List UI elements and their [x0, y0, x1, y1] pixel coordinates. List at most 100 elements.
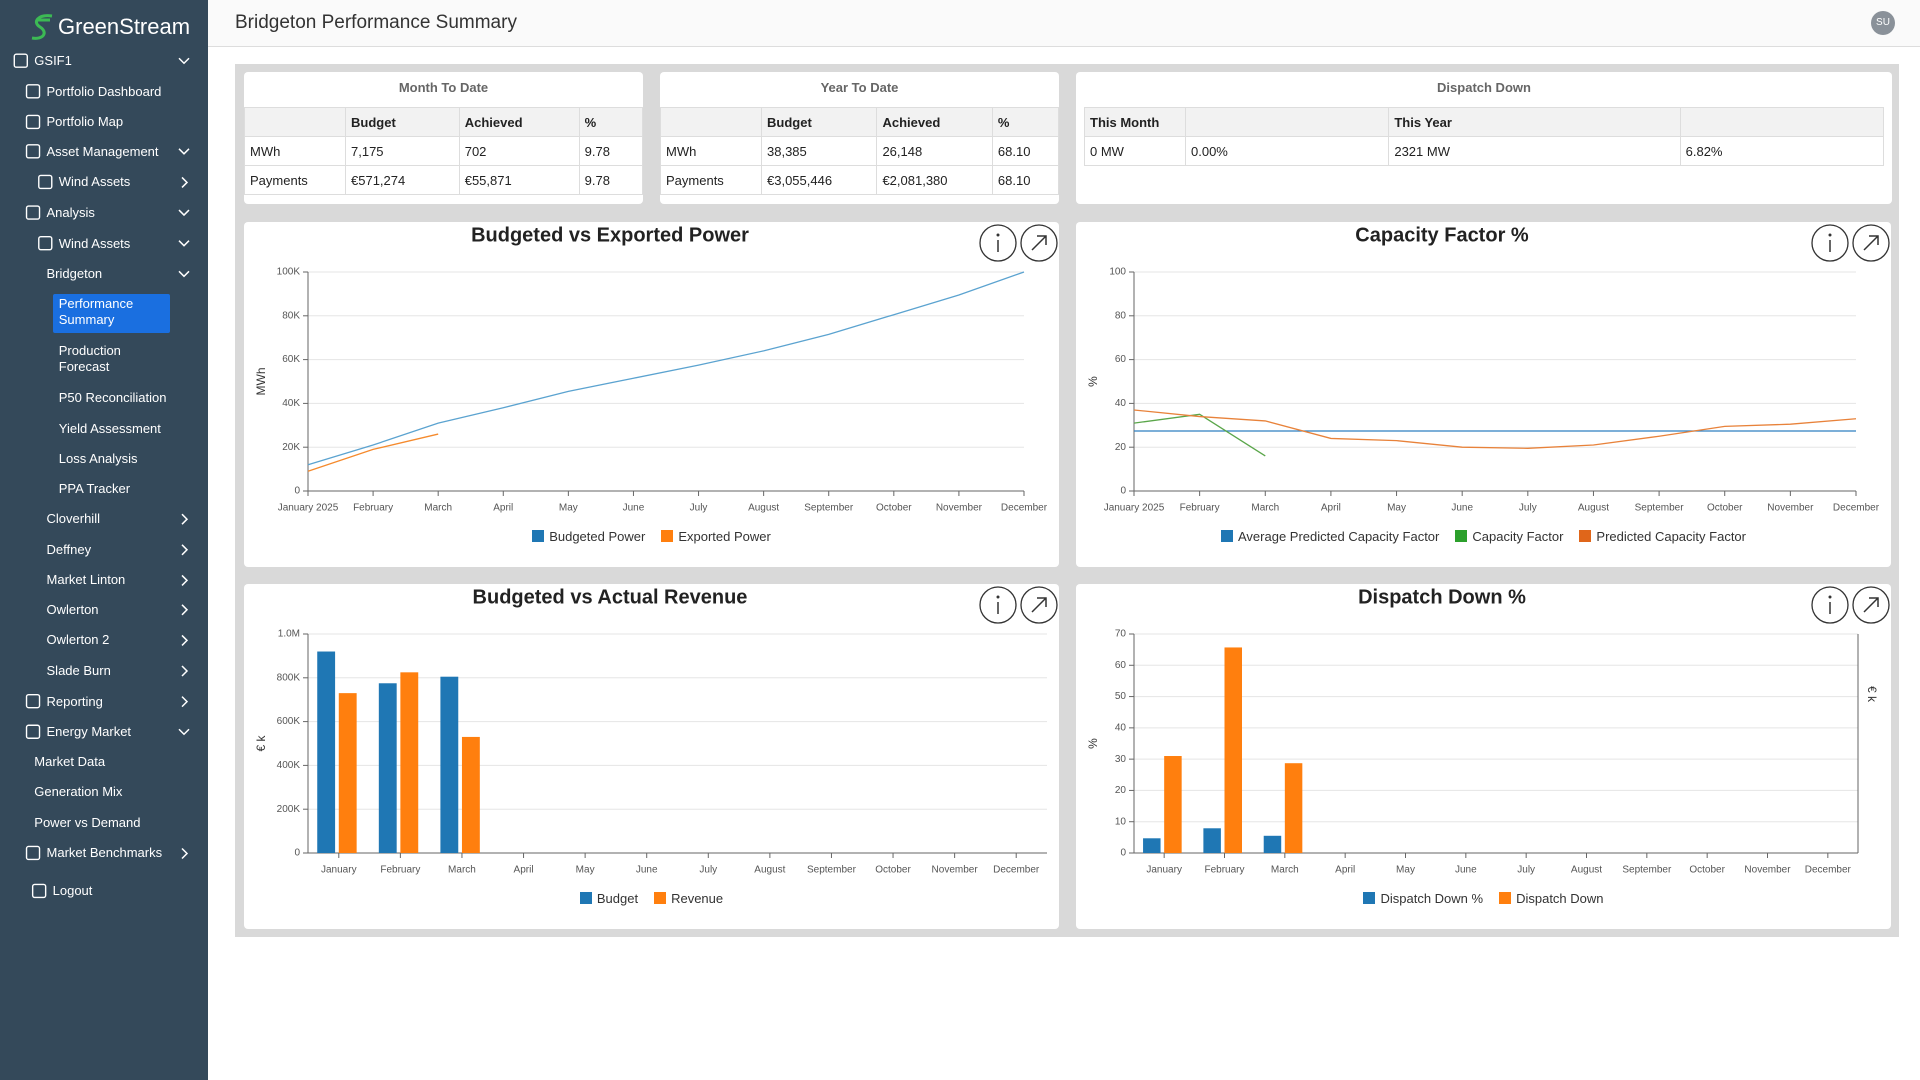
bar [1143, 838, 1161, 853]
nav-item[interactable]: Wind Assets [58, 235, 131, 251]
x-tick-label: July [1519, 503, 1537, 514]
chevron[interactable] [178, 240, 190, 247]
nav-item[interactable]: Loss Analysis [58, 451, 138, 467]
x-tick-label: July [690, 503, 708, 514]
expand-button[interactable] [1852, 224, 1890, 262]
chevron[interactable] [178, 148, 190, 155]
x-tick-label: April [514, 865, 534, 876]
chevron[interactable] [181, 513, 189, 525]
info-button[interactable] [979, 224, 1017, 262]
legend-item[interactable]: Revenue [654, 891, 723, 906]
chevron[interactable] [178, 270, 190, 278]
legend-item[interactable]: Capacity Factor [1455, 529, 1563, 544]
avatar[interactable]: SU [1871, 11, 1895, 35]
nav-item[interactable]: P50 Reconciliation [58, 389, 167, 405]
chevron[interactable] [178, 728, 190, 736]
header-cell [660, 107, 762, 137]
expand-button[interactable] [1020, 586, 1058, 624]
legend-item[interactable]: Exported Power [661, 529, 771, 544]
nav-item[interactable]: GSIF1 [34, 53, 72, 69]
info-button[interactable] [1811, 586, 1849, 624]
chevron[interactable] [181, 847, 189, 860]
info-button[interactable] [979, 586, 1017, 624]
legend-swatch [661, 530, 674, 542]
chevron[interactable] [181, 176, 189, 188]
x-tick-label: September [804, 503, 854, 514]
sidebar-icons [13, 53, 190, 899]
expand-icon [1031, 235, 1047, 251]
x-tick-label: February [380, 865, 420, 876]
nav-item[interactable]: Slade Burn [46, 663, 111, 679]
chart-card: Capacity Factor %% 0 20 40 60 80 100 January 20… [1076, 222, 1891, 567]
legend-item[interactable]: Dispatch Down % [1363, 891, 1483, 906]
y-tick-label: 60 [1115, 354, 1127, 365]
x-tick-label: November [932, 865, 979, 876]
nav-item[interactable]: Yield Assessment [58, 420, 161, 436]
nav-item[interactable]: Performance Summary [58, 296, 134, 328]
x-tick-label: June [636, 865, 658, 876]
nav-item[interactable]: Reporting [46, 693, 103, 709]
nav-item[interactable]: Market Data [34, 753, 106, 769]
legend-item[interactable]: Average Predicted Capacity Factor [1221, 529, 1439, 544]
chart-title: Budgeted vs Exported Power [471, 224, 749, 246]
chevron[interactable] [181, 696, 189, 708]
x-tick-label: January [1146, 865, 1182, 876]
nav-item[interactable]: PPA Tracker [58, 480, 131, 496]
cell: 2321 MW [1388, 136, 1681, 166]
nav-item[interactable]: Market Linton [46, 572, 126, 588]
info-dot [996, 595, 1000, 599]
nav-item[interactable]: Cloverhill [46, 511, 100, 527]
legend-item[interactable]: Budgeted Power [532, 529, 645, 544]
nav-item[interactable]: Portfolio Dashboard [46, 83, 162, 99]
nav-item[interactable]: Bridgeton [46, 266, 103, 282]
x-tick-label: December [1001, 503, 1048, 514]
header-cell: % [578, 107, 644, 137]
legend-item[interactable]: Dispatch Down [1499, 891, 1604, 906]
nav-item[interactable]: Power vs Demand [34, 814, 141, 830]
cell: 68.10 [991, 165, 1060, 195]
info-dot [1828, 595, 1832, 599]
chevron[interactable] [181, 604, 189, 616]
legend-item[interactable]: Predicted Capacity Factor [1579, 529, 1746, 544]
y-tick-label: 40K [282, 398, 300, 409]
nav-item[interactable]: Owlerton [46, 601, 99, 617]
nav-item[interactable]: Deffney [46, 541, 92, 557]
logo-icon [31, 14, 53, 40]
x-tick-label: October [876, 503, 912, 514]
nav-icon [38, 174, 53, 190]
nav-item[interactable]: Portfolio Map [46, 114, 124, 130]
chevron[interactable] [178, 209, 190, 217]
x-tick-label: December [1833, 503, 1880, 514]
nav-item[interactable]: Wind Assets [58, 174, 131, 190]
cell: €2,081,380 [876, 165, 993, 195]
table-header: Budget Achieved% [660, 107, 1060, 137]
legend-item[interactable]: Budget [579, 891, 638, 906]
nav-item[interactable]: Logout [52, 883, 93, 899]
y-tick-label: 20 [1115, 785, 1127, 796]
expand-button[interactable] [1852, 586, 1890, 624]
chevron[interactable] [181, 574, 189, 586]
chevron[interactable] [181, 634, 189, 646]
nav-item[interactable]: Production Forecast [58, 342, 121, 374]
info-button[interactable] [1811, 224, 1849, 262]
table-header: Budget Achieved% [244, 107, 644, 137]
y-tick-label: 100 [1109, 267, 1126, 278]
chevron[interactable] [181, 544, 189, 556]
nav-icon [25, 144, 41, 159]
expand-button[interactable] [1020, 224, 1058, 262]
nav-item[interactable]: Generation Mix [34, 784, 123, 800]
x-tick-label: March [424, 503, 452, 514]
nav-item[interactable]: Asset Management [46, 143, 159, 159]
nav-item[interactable]: Analysis [46, 205, 95, 221]
nav-item[interactable]: Market Benchmarks [46, 845, 163, 861]
nav-item[interactable]: Energy Market [46, 724, 132, 740]
x-tick-label: December [1805, 865, 1852, 876]
legend-label: Capacity Factor [1472, 529, 1564, 544]
chart: Budgeted vs Actual Revenue € k 0 200K 400K 60… [254, 586, 1058, 876]
chevron[interactable] [181, 665, 189, 677]
y-tick-label: 0 [1120, 486, 1126, 497]
y2-axis-label: € k [1865, 686, 1879, 703]
nav-item[interactable]: Owlerton 2 [46, 632, 110, 648]
chevron[interactable] [178, 57, 190, 65]
bar [440, 676, 459, 853]
